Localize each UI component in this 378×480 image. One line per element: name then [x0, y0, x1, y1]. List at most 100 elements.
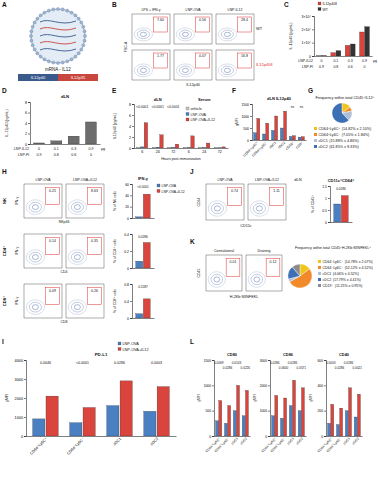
contour: [68, 200, 86, 215]
bar: [289, 406, 292, 436]
bar: [140, 147, 143, 148]
column-header: LNP-OVA: [185, 8, 201, 12]
group-label: Serum: [198, 97, 211, 102]
y-axis-line: [132, 105, 135, 149]
y-tick: 4: [25, 122, 30, 126]
contour: [32, 305, 38, 310]
p-value: <0.0001: [136, 105, 148, 109]
y-label: gMFI: [309, 394, 313, 402]
x-axis: [31, 144, 101, 146]
x-tick: cDC2: [239, 436, 248, 445]
contour: [221, 30, 233, 39]
x-axis-line: [133, 218, 155, 219]
panel-label: J: [190, 168, 194, 175]
bar: [171, 147, 174, 148]
bar: [350, 44, 355, 56]
x-tick-label: 6: [141, 150, 143, 154]
plot-area: [328, 388, 361, 436]
p-value: ns: [300, 105, 304, 109]
x-label: Hours post immunization: [161, 157, 201, 161]
y-tick-label: 20: [125, 205, 129, 209]
y-tick: 0: [325, 221, 330, 225]
y-tick-label: 2: [129, 136, 131, 140]
contour: [182, 32, 188, 36]
mrna-strand: [40, 42, 76, 44]
p-value: ns: [291, 105, 295, 109]
legend-label: LNP-OVA: [191, 113, 207, 117]
contour: [71, 252, 83, 262]
chart-title: Frequency within total CD45⁺H-2Kb:SIINFE…: [295, 246, 371, 250]
p-value: 0.0069: [214, 361, 224, 365]
y-axis: 00.40.8: [124, 283, 132, 321]
contour: [224, 32, 230, 36]
bar: [34, 143, 45, 144]
x-axis: [331, 222, 353, 224]
lipid: [31, 25, 34, 28]
y-tick-label: 1×10⁴: [302, 41, 312, 45]
gate-value: 1.11: [273, 189, 280, 193]
slice: [332, 103, 349, 123]
contour: [68, 300, 86, 315]
y-tick-label: 3000: [15, 378, 23, 382]
plot-area: [136, 194, 151, 218]
y-label: CD64: [197, 197, 201, 206]
y-tick: 1000: [260, 409, 270, 413]
flow-frame: [216, 50, 254, 80]
bar: [293, 136, 296, 140]
y-tick-mark: [132, 115, 134, 116]
y-tick-mark: [268, 385, 270, 386]
legend-swatch: [186, 107, 189, 110]
gate: [153, 53, 167, 68]
dose-value: 0.6: [348, 65, 353, 69]
y-tick-mark: [28, 134, 30, 135]
y-axis: 01×10⁴2×10⁴3×10⁴: [302, 15, 315, 59]
bar: [143, 243, 150, 269]
lipid: [70, 11, 73, 14]
bar-chart: 050010001500CD64⁺Ly6C⁺CD64⁺Ly6C⁻cDC1cDC2…: [235, 96, 307, 158]
bar: [68, 136, 79, 144]
y-tick: 400: [317, 384, 326, 388]
x-tick: 24: [156, 148, 160, 154]
bar: [136, 261, 143, 268]
gate-value: 0.25: [49, 189, 56, 193]
y-tick-mark: [130, 301, 132, 302]
flow-frame: [24, 234, 62, 268]
y-axis-line: [324, 361, 327, 437]
p-value: <0.0001: [167, 105, 179, 109]
bar: [331, 53, 336, 56]
x-tick-label: cDC1: [230, 437, 239, 446]
legend-label: CD64⁺Ly6C⁺(14.78% ± 2.07%): [323, 260, 373, 264]
dose-row-label: LNP-IL12: [298, 59, 313, 63]
y-tick: 6: [25, 111, 30, 115]
y-tick: 0.5: [322, 209, 330, 213]
bar: [136, 314, 143, 318]
x-tick: cDC1: [230, 436, 239, 445]
dose-row-label: LNP-Fl: [18, 153, 29, 157]
p-value: 0.0571: [297, 366, 307, 370]
y-tick: 6: [129, 114, 134, 118]
legend: vehicleLNP-OVALNP-OVA+IL12: [186, 107, 215, 122]
gate: [87, 187, 101, 204]
legend-swatch: [186, 118, 189, 121]
x-tick-label: cDC2: [150, 437, 160, 447]
bar: [199, 147, 202, 148]
y-tick: 2: [25, 132, 30, 136]
contour: [250, 201, 268, 217]
p-value: 0.0286: [288, 361, 298, 365]
y-tick-label: 2000: [15, 397, 23, 401]
y-axis: 02468: [129, 103, 135, 151]
y-tick-mark: [24, 398, 26, 399]
x-axis: CD64⁺Ly6C⁺CD64⁺Ly6C⁻cDC1cDC2: [317, 436, 363, 453]
contour: [137, 66, 149, 75]
y-tick: 20: [125, 205, 132, 209]
x-tick: cDC1: [268, 140, 277, 150]
gate: [195, 17, 209, 32]
bar-chart: 0200400600CD64⁺Ly6C⁺CD64⁺Ly6C⁻cDC1cDC2gM…: [309, 352, 363, 453]
gate-value: 0.07: [199, 54, 206, 58]
bar-chart: 00.511.5% of CD45⁺CD11c⁺CD64⁺0.0286: [311, 178, 354, 225]
x-tick: 6: [188, 148, 190, 154]
bar: [143, 299, 150, 318]
flow-frame: [248, 184, 286, 220]
y-axis: 0100020003000: [260, 359, 271, 439]
contour: [74, 205, 80, 210]
